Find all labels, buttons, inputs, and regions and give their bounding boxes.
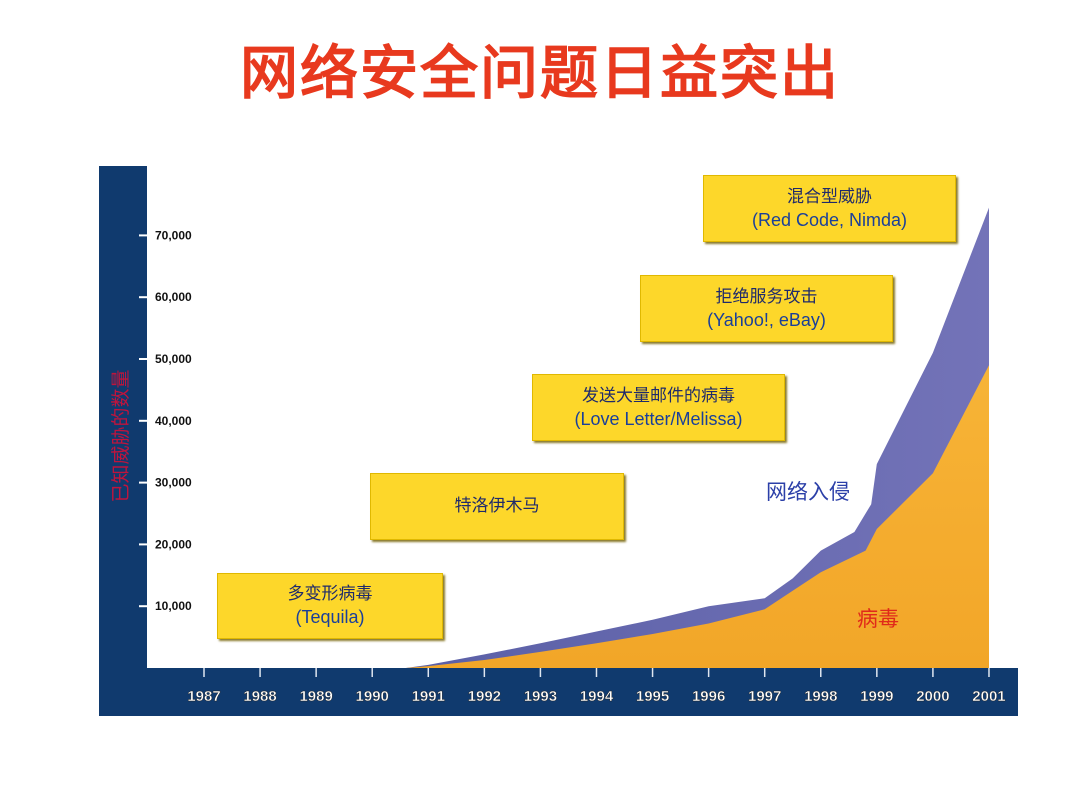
x-tick-label: 1990	[356, 688, 389, 705]
y-tick-label: 30,000	[155, 476, 192, 490]
x-tick-label: 1995	[636, 688, 669, 705]
x-tick-label: 1994	[580, 688, 614, 705]
callout-zh: 拒绝服务攻击	[715, 286, 818, 307]
series-label-virus: 病毒	[857, 607, 899, 631]
area-series-intrusion	[405, 207, 989, 668]
callout-en: (Yahoo!, eBay)	[707, 309, 826, 330]
area-series-virus	[405, 365, 989, 668]
y-tick-label: 10,000	[155, 599, 192, 613]
callout-polymorphic-virus: 多变形病毒 (Tequila)	[217, 573, 443, 639]
x-tick-label: 1988	[243, 688, 276, 705]
callout-zh: 混合型威胁	[787, 186, 872, 207]
callout-mass-mailer: 发送大量邮件的病毒 (Love Letter/Melissa)	[532, 374, 785, 441]
callout-blended-threat: 混合型威胁 (Red Code, Nimda)	[703, 175, 956, 242]
callout-en: (Tequila)	[295, 607, 365, 627]
series-label-intrusion: 网络入侵	[766, 480, 850, 504]
callout-zh: 多变形病毒	[287, 584, 373, 604]
x-axis-bar	[99, 668, 1018, 716]
x-tick-label: 1993	[524, 688, 557, 705]
callout-dos-attack: 拒绝服务攻击 (Yahoo!, eBay)	[640, 275, 893, 342]
x-tick-label: 1989	[299, 688, 332, 705]
y-axis-bar	[99, 166, 147, 716]
callout-en: (Love Letter/Melissa)	[574, 408, 743, 429]
y-tick-label: 20,000	[155, 537, 192, 551]
y-tick-label: 70,000	[155, 228, 192, 242]
callout-trojan: 特洛伊木马	[370, 473, 624, 540]
x-tick-label: 1991	[412, 688, 445, 705]
callout-zh: 发送大量邮件的病毒	[582, 385, 735, 406]
callout-en: (Red Code, Nimda)	[751, 209, 908, 230]
y-tick-label: 60,000	[155, 290, 192, 304]
x-tick-label: 1997	[748, 688, 781, 705]
y-tick-label: 40,000	[155, 414, 192, 428]
y-axis-label: 已知威胁的数量	[110, 369, 132, 502]
x-tick-label: 1987	[187, 688, 220, 705]
x-tick-label: 2000	[916, 688, 949, 705]
callout-zh: 特洛伊木马	[454, 496, 540, 516]
page-title: 网络安全问题日益突出	[239, 39, 840, 107]
x-tick-label: 1999	[860, 688, 893, 705]
x-tick-label: 1996	[692, 688, 725, 705]
y-tick-label: 50,000	[155, 352, 192, 366]
x-tick-label: 1998	[804, 688, 837, 705]
x-tick-label: 2001	[972, 688, 1005, 705]
x-tick-label: 1992	[468, 688, 501, 705]
